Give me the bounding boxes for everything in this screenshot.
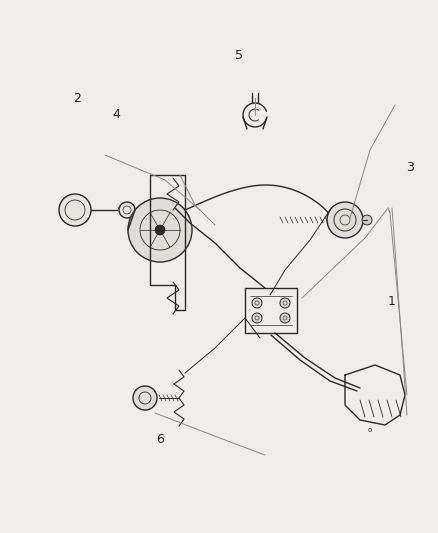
Circle shape	[280, 298, 290, 308]
Circle shape	[119, 202, 135, 218]
Circle shape	[280, 313, 290, 323]
Circle shape	[327, 202, 363, 238]
Circle shape	[252, 298, 262, 308]
Circle shape	[59, 194, 91, 226]
Text: 6: 6	[156, 433, 164, 446]
Text: 5: 5	[235, 50, 243, 62]
Text: 4: 4	[112, 108, 120, 121]
Circle shape	[362, 215, 372, 225]
Text: 3: 3	[406, 161, 413, 174]
Text: 2: 2	[73, 92, 81, 105]
Text: o: o	[368, 427, 372, 433]
Circle shape	[128, 198, 192, 262]
Circle shape	[155, 225, 165, 235]
Circle shape	[133, 386, 157, 410]
Circle shape	[252, 313, 262, 323]
Text: 1: 1	[388, 295, 396, 308]
